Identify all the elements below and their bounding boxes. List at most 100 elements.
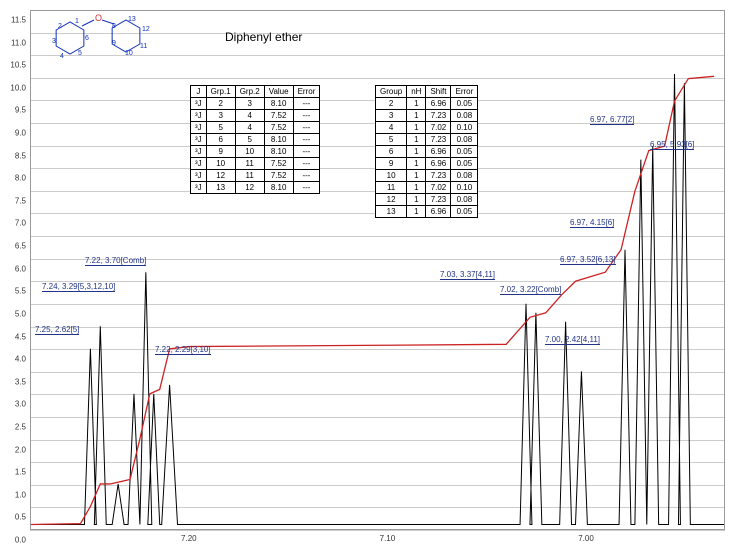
table-cell: --- [293,146,320,158]
table-cell: 9 [376,158,407,170]
svg-text:11: 11 [140,43,147,50]
j-coupling-table: JGrp.1Grp.2ValueError³J238.10---³J347.52… [190,85,320,194]
table-cell: 0.05 [451,158,478,170]
peak-label: 7.22, 3.70[Comb] [85,256,146,265]
table-row: 1217.230.08 [376,194,478,206]
table-cell: ³J [191,98,207,110]
svg-text:5: 5 [78,50,82,57]
table-cell: 1 [407,122,426,134]
table-cell: --- [293,182,320,194]
table-cell: ³J [191,110,207,122]
table-cell: 7.23 [426,194,451,206]
y-axis: 0.00.51.01.52.02.53.03.54.04.55.05.56.06… [0,10,28,530]
y-tick: 7.0 [15,219,26,228]
table-cell: --- [293,134,320,146]
svg-text:2: 2 [58,23,62,30]
y-tick: 7.5 [15,196,26,205]
table-cell: 5 [235,134,264,146]
table-cell: 8.10 [264,182,293,194]
y-tick: 10.5 [10,61,26,70]
table-cell: ³J [191,122,207,134]
table-cell: 6.96 [426,146,451,158]
table-cell: 2 [376,98,407,110]
table-cell: 12 [376,194,407,206]
table-cell: ³J [191,134,207,146]
table-cell: ³J [191,170,207,182]
table-cell: 0.08 [451,110,478,122]
table-cell: 4 [235,122,264,134]
y-tick: 8.0 [15,174,26,183]
table-cell: 3 [206,110,235,122]
table-cell: 6.96 [426,158,451,170]
y-tick: 1.5 [15,468,26,477]
y-tick: 4.0 [15,355,26,364]
y-tick: 4.5 [15,332,26,341]
table-cell: 3 [235,98,264,110]
table-header: Grp.2 [235,86,264,98]
table-cell: ³J [191,182,207,194]
y-tick: 0.0 [15,536,26,545]
table-cell: 1 [407,170,426,182]
table-cell: 1 [407,98,426,110]
table-cell: 7.52 [264,170,293,182]
table-header: Grp.1 [206,86,235,98]
table-header: J [191,86,207,98]
table-row: ³J238.10--- [191,98,320,110]
table-row: 1117.020.10 [376,182,478,194]
table-cell: 0.05 [451,98,478,110]
y-tick: 5.5 [15,287,26,296]
svg-text:O: O [95,13,102,23]
table-header: Error [451,86,478,98]
table-row: 517.230.08 [376,134,478,146]
y-tick: 2.5 [15,422,26,431]
table-cell: 0.08 [451,170,478,182]
peak-label: 6.95, 5.93[6] [650,140,694,149]
table-row: ³J12117.52--- [191,170,320,182]
table-row: ³J658.10--- [191,134,320,146]
table-cell: 4 [235,110,264,122]
shift-table: GroupnHShiftError216.960.05317.230.08417… [375,85,478,218]
table-cell: 11 [235,170,264,182]
table-header: Value [264,86,293,98]
table-cell: 6.96 [426,98,451,110]
table-cell: 8.10 [264,98,293,110]
svg-text:10: 10 [125,50,133,57]
y-tick: 2.0 [15,445,26,454]
table-cell: 2 [206,98,235,110]
table-row: 1316.960.05 [376,206,478,218]
table-cell: 0.08 [451,194,478,206]
table-cell: 6 [206,134,235,146]
table-cell: 10 [206,158,235,170]
y-tick: 3.0 [15,400,26,409]
x-tick: 7.00 [578,534,594,543]
table-cell: 7.52 [264,110,293,122]
table-cell: 1 [407,194,426,206]
x-tick: 7.20 [181,534,197,543]
table-header: Group [376,86,407,98]
table-cell: 13 [376,206,407,218]
svg-text:9: 9 [112,40,116,47]
peak-label: 7.25, 2.62[5] [35,325,79,334]
table-cell: 1 [407,134,426,146]
svg-text:3: 3 [52,38,56,45]
table-cell: 12 [235,182,264,194]
y-tick: 9.0 [15,129,26,138]
table-header: Error [293,86,320,98]
table-cell: 7.02 [426,182,451,194]
svg-text:1: 1 [75,18,79,25]
peak-label: 7.03, 3.37[4,11] [440,270,495,279]
peak-label: 7.22, 2.29[3,10] [155,345,211,354]
table-cell: 3 [376,110,407,122]
table-cell: 1 [407,158,426,170]
table-row: 616.960.05 [376,146,478,158]
svg-text:4: 4 [60,53,64,60]
table-row: ³J9108.10--- [191,146,320,158]
table-cell: 0.05 [451,206,478,218]
table-row: ³J347.52--- [191,110,320,122]
table-cell: 7.52 [264,122,293,134]
table-row: ³J547.52--- [191,122,320,134]
table-cell: 0.08 [451,134,478,146]
y-tick: 11.0 [11,38,26,47]
y-tick: 9.5 [15,106,26,115]
svg-text:8: 8 [112,23,116,30]
